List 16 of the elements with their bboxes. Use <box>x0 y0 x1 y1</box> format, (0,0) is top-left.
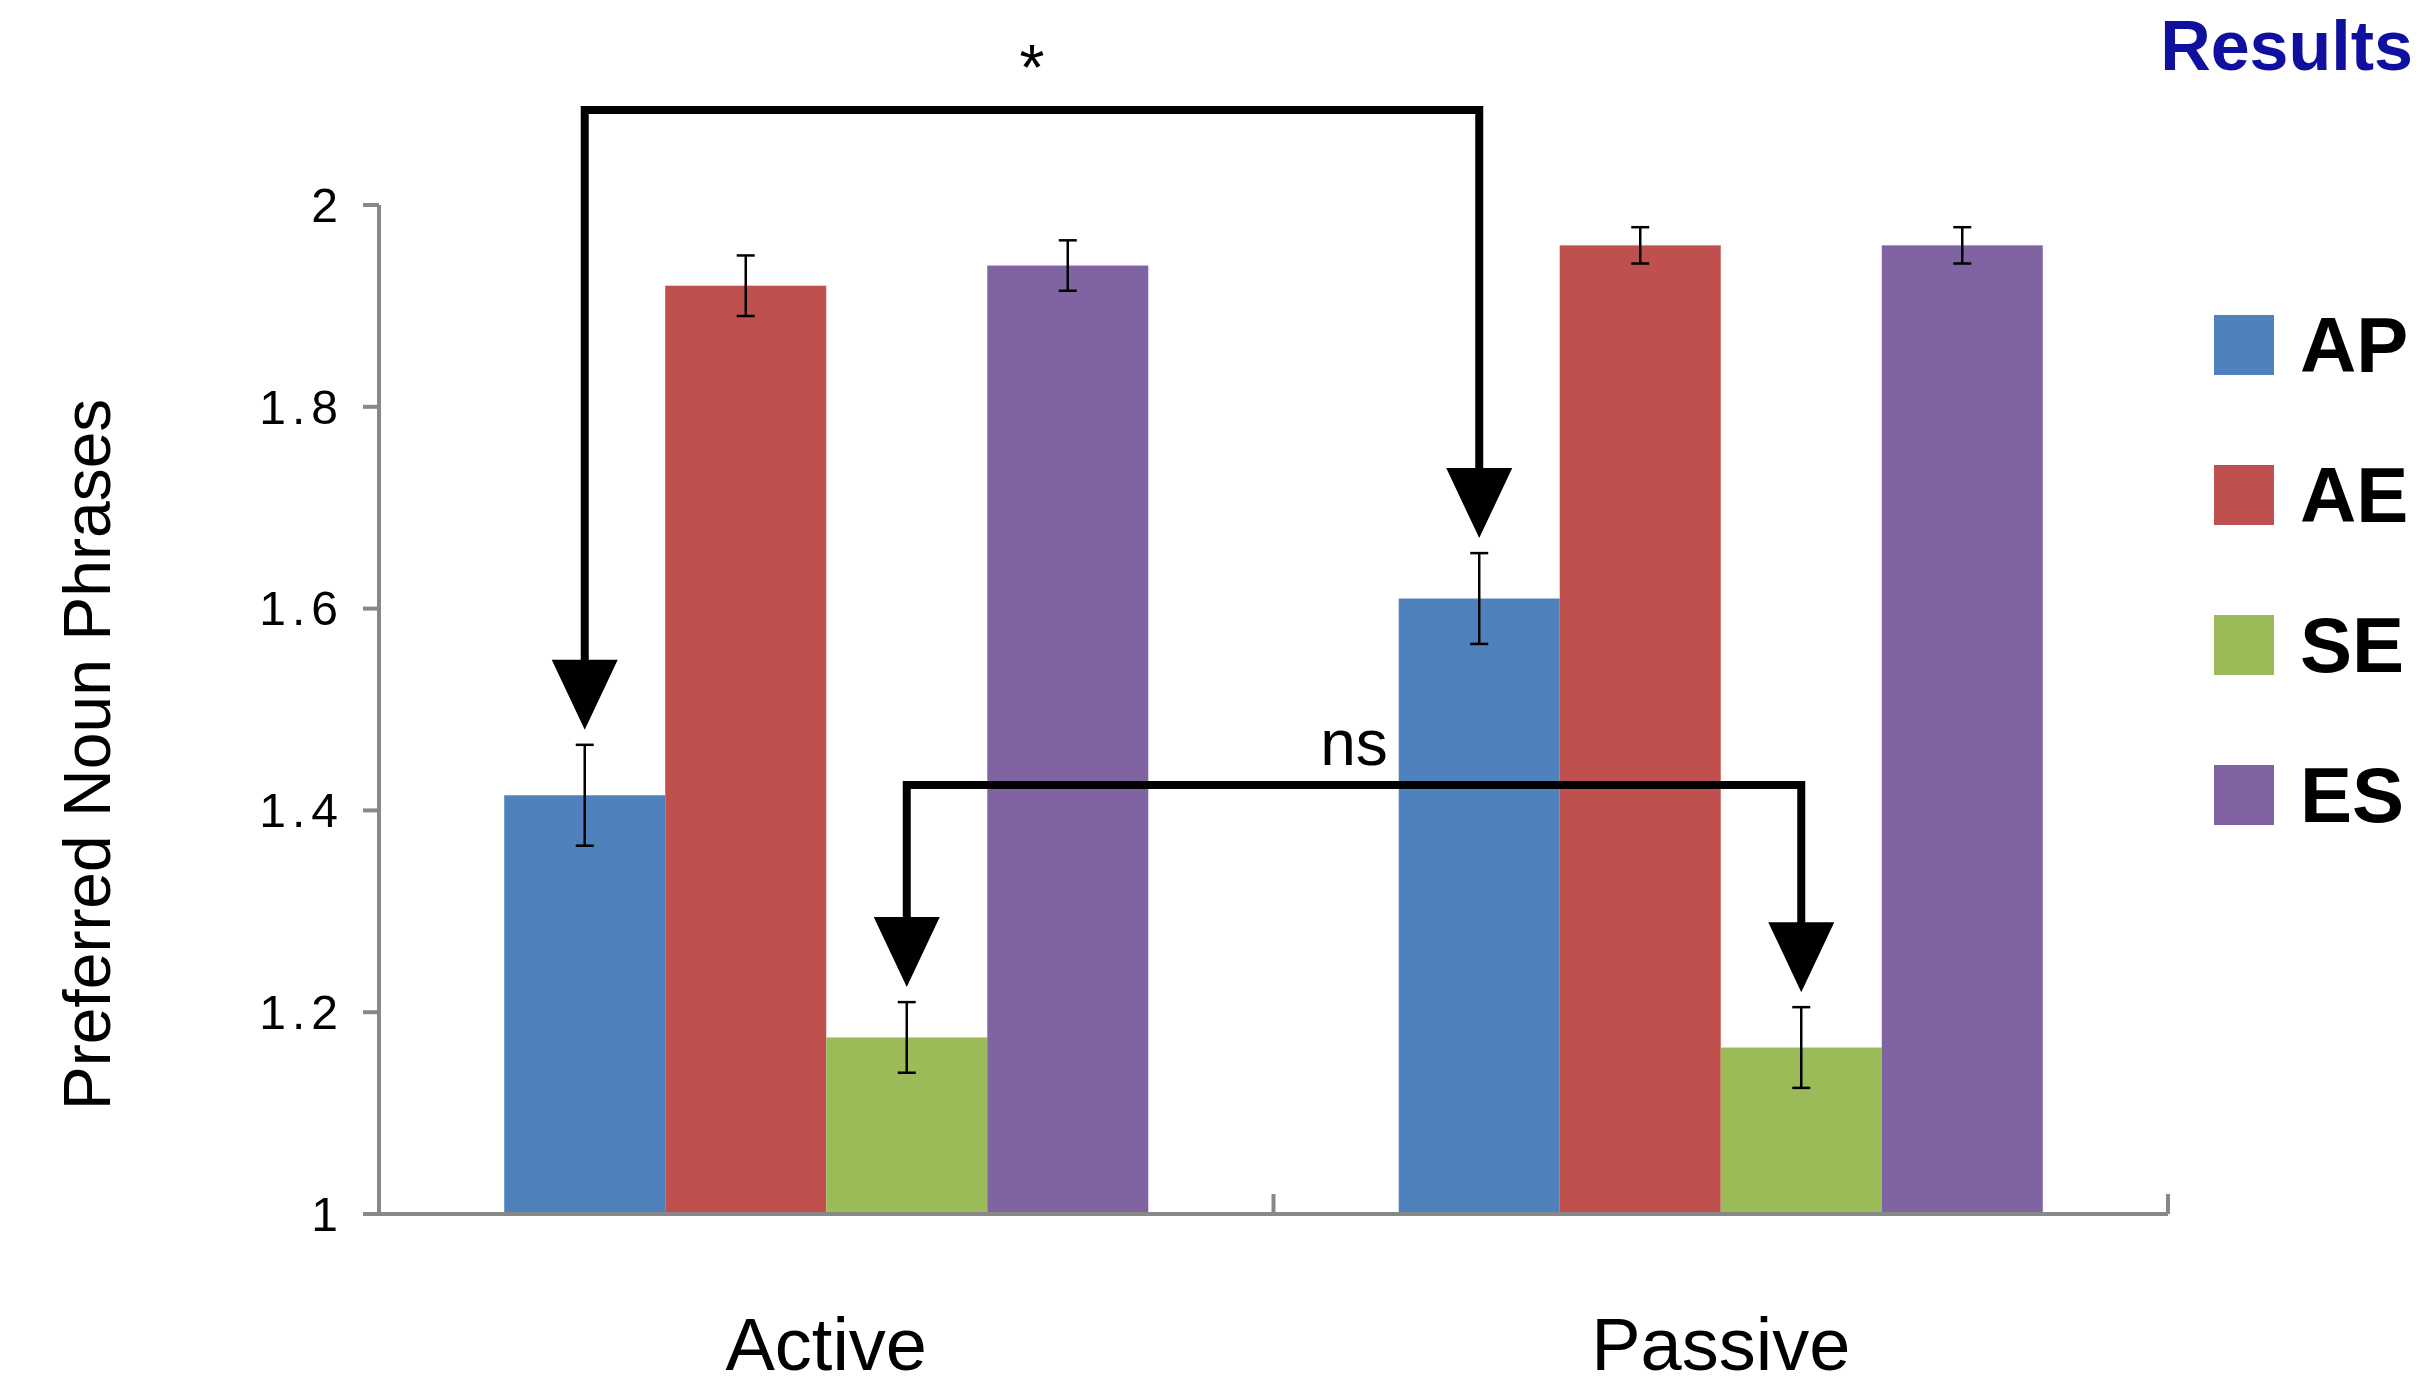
text: * <box>1019 32 1045 104</box>
x-tick-label: Active <box>725 1303 928 1386</box>
y-tick-label: 1 <box>311 1187 344 1241</box>
legend-label: SE <box>2300 601 2405 690</box>
legend-label: ES <box>2300 751 2405 840</box>
y-tick-label: 1.6 <box>259 582 344 636</box>
y-tick-label: 1.4 <box>259 784 344 838</box>
x-tick-label: Passive <box>1591 1303 1851 1386</box>
legend-label: AP <box>2300 301 2409 390</box>
y-tick-label: 2 <box>311 178 344 232</box>
y-tick-label: 1.8 <box>259 380 344 434</box>
y-tick-label: 1.2 <box>259 986 344 1039</box>
chart-title: Results <box>2160 7 2413 85</box>
y-axis-title: Preferred Noun Phrases <box>50 398 124 1111</box>
annotation: ns <box>1320 707 1388 779</box>
legend-label: AE <box>2300 451 2409 540</box>
